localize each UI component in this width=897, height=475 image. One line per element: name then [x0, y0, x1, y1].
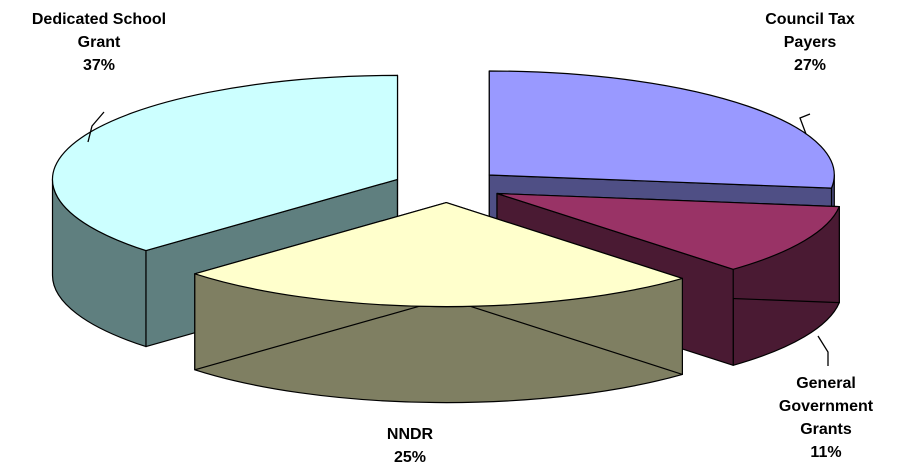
label-general-government-grants-line-3: Grants — [800, 421, 852, 438]
label-dedicated-school-grant: Dedicated School Grant 37% — [4, 8, 194, 77]
label-council-tax-payers-line-2: Payers — [783, 34, 837, 51]
label-council-tax-payers-percent: 27% — [793, 57, 827, 74]
label-nndr-percent: 25% — [393, 449, 427, 466]
label-dedicated-school-grant-line-1: Dedicated School — [31, 11, 167, 28]
label-general-government-grants: General Government Grants 11% — [756, 372, 896, 464]
slice-top-council-tax-payers — [488, 70, 835, 189]
label-general-government-grants-line-2: Government — [778, 398, 874, 415]
label-dedicated-school-grant-percent: 37% — [82, 57, 116, 74]
slice-top-general-government-grants — [496, 192, 840, 270]
label-nndr-line-1: NNDR — [386, 426, 434, 443]
leader-line-dedicated-school-grant — [87, 111, 105, 143]
label-general-government-grants-percent: 11% — [810, 444, 842, 461]
label-nndr: NNDR 25% — [340, 423, 480, 469]
label-council-tax-payers: Council Tax Payers 27% — [730, 8, 890, 77]
label-general-government-grants-line-1: General — [796, 375, 856, 392]
leader-line-general-government-grants — [817, 335, 829, 366]
leader-line-council-tax-payers — [799, 113, 811, 135]
slice-top-nndr — [194, 202, 683, 308]
label-dedicated-school-grant-line-2: Grant — [77, 34, 121, 51]
slice-top-dedicated-school-grant — [51, 74, 399, 252]
label-council-tax-payers-line-1: Council Tax — [765, 11, 855, 28]
